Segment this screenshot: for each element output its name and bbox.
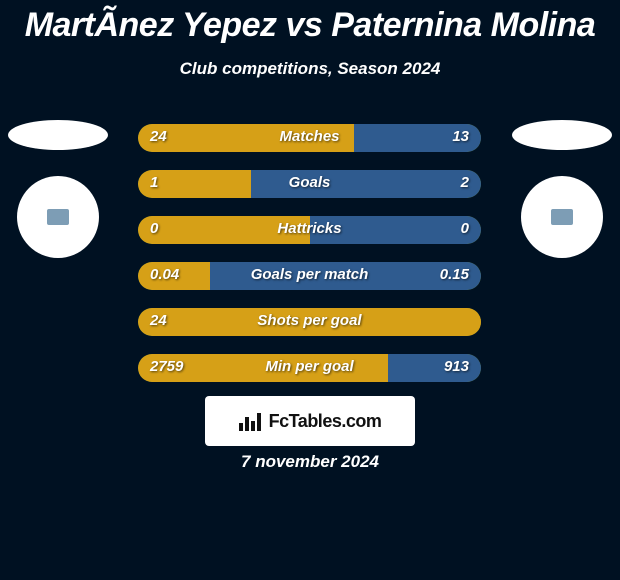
branding-text: FcTables.com [269, 411, 382, 432]
stat-value-left: 0.04 [150, 266, 179, 283]
stat-row: Matches24 13 [138, 124, 481, 152]
player-left-placeholder [8, 120, 108, 260]
player-right-placeholder [512, 120, 612, 260]
stat-value-left: 24 [150, 128, 167, 145]
stats-bars: Matches2413Goals12Hattricks00Goals per m… [138, 124, 481, 400]
date-label: 7 november 2024 [0, 452, 620, 472]
stat-label: Goals per match [138, 266, 481, 283]
page-title: MartÃ­nez Yepez vs Paternina Molina [0, 0, 620, 45]
stat-row: Goals1 2 [138, 170, 481, 198]
shirt-icon [47, 209, 69, 225]
stat-row: Shots per goal24 [138, 308, 481, 336]
stat-value-left: 1 [150, 174, 158, 191]
stat-value-right: 13 [452, 128, 469, 145]
stat-row: Hattricks0 0 [138, 216, 481, 244]
stat-value-right: 0 [461, 220, 469, 237]
page-subtitle: Club competitions, Season 2024 [0, 59, 620, 79]
stat-value-left: 2759 [150, 358, 183, 375]
stat-value-right: 0.15 [440, 266, 469, 283]
bar-chart-icon [239, 411, 263, 431]
stat-value-left: 0 [150, 220, 158, 237]
stat-value-right: 913 [444, 358, 469, 375]
stat-label: Matches [138, 128, 481, 145]
player-head-icon [512, 120, 612, 150]
stat-value-left: 24 [150, 312, 167, 329]
shirt-icon [551, 209, 573, 225]
stat-label: Hattricks [138, 220, 481, 237]
player-body-icon [17, 176, 99, 258]
stat-value-right: 2 [461, 174, 469, 191]
stat-row: Min per goal2759 913 [138, 354, 481, 382]
stat-row: Goals per match0.04 0.15 [138, 262, 481, 290]
stat-label: Min per goal [138, 358, 481, 375]
branding-badge: FcTables.com [205, 396, 415, 446]
player-body-icon [521, 176, 603, 258]
player-head-icon [8, 120, 108, 150]
stat-label: Goals [138, 174, 481, 191]
stat-label: Shots per goal [138, 312, 481, 329]
